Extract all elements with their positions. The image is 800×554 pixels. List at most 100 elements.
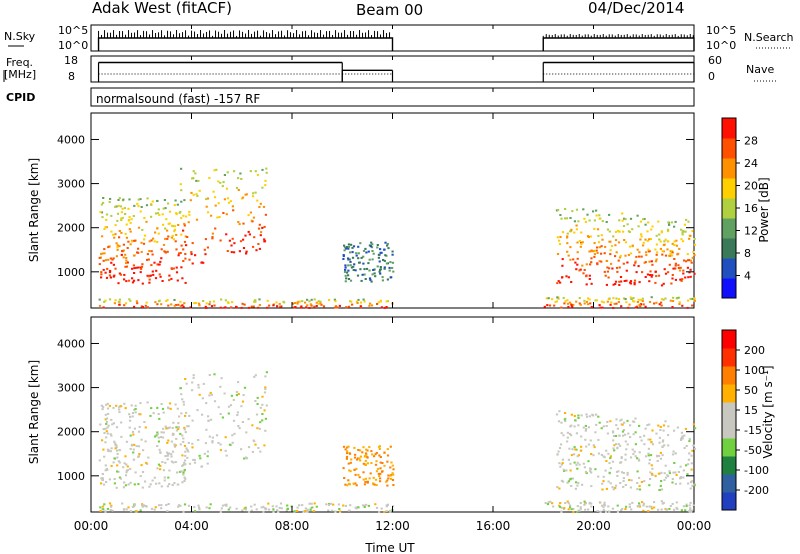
data-cell [313,298,316,301]
data-cell [343,244,346,247]
data-cell [221,185,224,188]
data-cell [102,306,105,309]
data-cell [319,302,322,305]
data-cell [566,299,569,302]
data-cell [612,447,615,450]
data-cell [301,300,304,303]
data-cell [366,480,369,483]
data-cell [589,263,592,266]
data-cell [100,203,103,206]
data-cell [386,448,389,451]
data-cell [674,267,677,270]
data-cell [386,300,389,303]
data-cell [640,235,643,238]
data-cell [115,486,118,489]
data-cell [115,205,118,208]
data-cell [662,282,665,285]
data-cell [139,271,142,274]
data-cell [100,271,103,274]
data-cell [191,262,194,265]
data-cell [597,241,601,244]
data-cell [582,272,585,275]
data-cell [589,470,592,473]
data-cell [572,258,575,261]
data-cell [545,297,548,300]
data-cell [605,221,608,223]
colorbar-tick-label: 8 [744,247,751,260]
data-cell [173,299,176,301]
data-cell [651,443,655,446]
data-cell [363,506,366,508]
data-cell [109,257,112,260]
data-cell [576,505,579,508]
data-cell [377,472,380,475]
data-cell [190,253,193,256]
data-cell [669,255,672,257]
data-cell [245,193,248,196]
data-cell [173,204,176,207]
data-cell [226,171,229,174]
data-cell [664,254,668,257]
nsky-panel: N.Sky 10^5 10^0 10^5 10^0 N.Search [4,24,794,52]
data-cell [599,306,602,309]
data-cell [105,420,109,423]
data-cell [601,482,604,485]
data-cell [657,454,661,457]
data-cell [157,413,160,415]
data-cell [181,464,184,467]
data-cell [352,245,356,248]
data-cell [310,304,313,307]
data-cell [345,306,348,309]
velocity-data-cells [98,371,697,514]
data-cell [156,406,159,409]
power-data-cells [98,167,697,309]
data-cell [150,203,153,206]
data-cell [182,471,185,474]
data-cell [629,486,632,489]
data-cell [597,475,600,478]
data-cell [573,453,576,456]
data-cell [182,305,185,308]
data-cell [225,454,228,457]
data-cell [367,250,370,253]
data-cell [628,303,631,306]
data-cell [167,235,170,238]
data-cell [572,511,575,514]
data-cell [107,424,110,427]
data-cell [263,225,266,228]
data-cell [598,304,601,307]
data-cell [691,304,694,307]
data-cell [570,485,573,487]
data-cell [261,186,264,189]
data-cell [135,300,138,303]
data-cell [167,426,170,429]
data-cell [598,501,601,504]
data-cell [677,267,680,269]
data-cell [101,252,104,255]
data-cell [668,223,671,226]
data-cell [135,266,138,269]
data-cell [252,305,255,308]
colorbar-swatch [722,138,736,159]
data-cell [164,207,167,210]
data-cell [660,488,664,491]
data-cell [231,441,234,444]
colorbar-tick-label: -200 [744,484,769,497]
data-cell [645,251,648,254]
data-cell [98,304,102,307]
data-cell [225,233,228,236]
data-cell [576,467,579,470]
data-cell [561,231,565,234]
data-cell [258,427,261,430]
data-cell [624,241,628,244]
data-cell [388,269,391,272]
data-cell [105,403,108,406]
data-cell [578,297,581,299]
data-cell [104,259,108,262]
data-cell [151,200,154,203]
data-cell [198,508,201,511]
data-cell [129,221,132,224]
data-cell [344,483,347,486]
data-cell [569,462,572,465]
data-cell [163,199,166,201]
